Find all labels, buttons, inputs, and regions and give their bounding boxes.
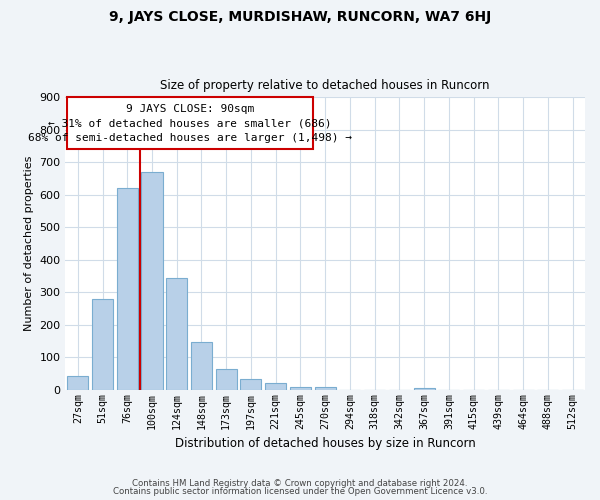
Bar <box>191 342 212 390</box>
Text: 9, JAYS CLOSE, MURDISHAW, RUNCORN, WA7 6HJ: 9, JAYS CLOSE, MURDISHAW, RUNCORN, WA7 6… <box>109 10 491 24</box>
Bar <box>166 278 187 390</box>
Text: 9 JAYS CLOSE: 90sqm
← 31% of detached houses are smaller (686)
68% of semi-detac: 9 JAYS CLOSE: 90sqm ← 31% of detached ho… <box>28 104 352 143</box>
Text: Contains HM Land Registry data © Crown copyright and database right 2024.: Contains HM Land Registry data © Crown c… <box>132 478 468 488</box>
Title: Size of property relative to detached houses in Runcorn: Size of property relative to detached ho… <box>160 79 490 92</box>
X-axis label: Distribution of detached houses by size in Runcorn: Distribution of detached houses by size … <box>175 437 476 450</box>
Bar <box>67 376 88 390</box>
Bar <box>142 172 163 390</box>
Bar <box>92 299 113 390</box>
Bar <box>290 386 311 390</box>
Bar <box>314 388 336 390</box>
Bar <box>216 369 237 390</box>
Bar <box>117 188 138 390</box>
Y-axis label: Number of detached properties: Number of detached properties <box>24 156 34 332</box>
Bar <box>241 380 262 390</box>
Bar <box>413 388 434 390</box>
Bar <box>265 384 286 390</box>
Text: Contains public sector information licensed under the Open Government Licence v3: Contains public sector information licen… <box>113 487 487 496</box>
FancyBboxPatch shape <box>67 98 313 150</box>
